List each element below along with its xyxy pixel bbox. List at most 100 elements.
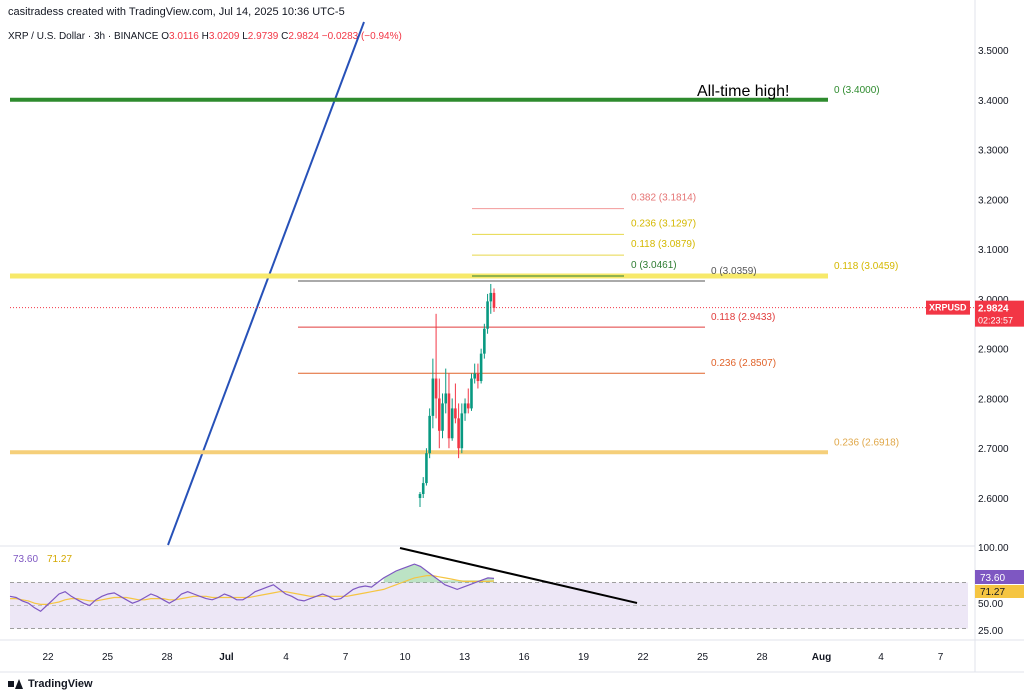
candle <box>483 323 486 359</box>
high-value: 3.0209 <box>208 31 240 42</box>
candle-body <box>489 292 493 302</box>
high-label: H <box>201 31 209 42</box>
price-tick-label: 3.4000 <box>978 96 1009 107</box>
price-tick-label: 3.0000 <box>978 295 1009 306</box>
price-tick-label: 2.9000 <box>978 345 1009 356</box>
open-value: 3.0116 <box>168 31 199 42</box>
rsi-overbought-fill <box>383 564 494 583</box>
open-label: O <box>161 31 169 42</box>
support-level-label: 0.236 (2.6918) <box>834 437 899 448</box>
time-tick-label: 22 <box>637 652 649 663</box>
symbol-name: XRP / U.S. Dollar · 3h · BINANCE <box>8 31 159 42</box>
close-label: C <box>281 31 289 42</box>
time-tick-label: 4 <box>283 652 289 663</box>
candle-body <box>447 393 451 439</box>
fib-extension-label-0382: 0.382 (3.1814) <box>631 193 696 204</box>
time-tick-label: Jul <box>219 652 234 663</box>
ath-level-label: 0 (3.4000) <box>834 85 880 96</box>
rsi-axis-tick-50: 50.00 <box>978 599 1003 610</box>
time-tick-label: 10 <box>399 652 411 663</box>
low-label: L <box>242 31 248 42</box>
close-value: 2.9824 <box>288 31 319 42</box>
candle <box>476 363 480 389</box>
candle <box>489 283 493 314</box>
price-tick-label: 3.5000 <box>978 46 1009 57</box>
candle-body <box>457 418 460 449</box>
rsi-divergence-trendline[interactable] <box>399 547 638 604</box>
price-tick-label: 2.7000 <box>978 444 1009 455</box>
candle <box>425 448 428 486</box>
tradingview-logo-text: TradingView <box>28 678 93 690</box>
fib-extension-label-0236: 0.236 (3.1297) <box>631 218 696 229</box>
candle-body <box>441 403 444 431</box>
candle-body <box>421 483 425 495</box>
candle <box>454 383 457 424</box>
candle <box>447 373 451 449</box>
candle <box>450 398 454 441</box>
time-tick-label: 4 <box>878 652 884 663</box>
price-tick-label: 3.3000 <box>978 146 1009 157</box>
time-tick-label: 19 <box>578 652 590 663</box>
rsi-ma-badge <box>975 585 1024 598</box>
fib-retracement-label-0236: 0.236 (2.8507) <box>711 358 776 369</box>
candle-body <box>428 415 431 454</box>
candle <box>473 363 476 384</box>
candle <box>463 398 467 421</box>
candle-body <box>460 413 464 449</box>
rsi-value-badge <box>975 570 1024 584</box>
fib-extension-label-0: 0 (3.0461) <box>631 260 677 271</box>
time-tick-label: 25 <box>697 652 709 663</box>
time-axis[interactable]: 22 25 28 Jul 4 7 10 13 16 19 22 25 28 Aug 4 7 <box>42 652 943 663</box>
rsi-ma-line <box>10 574 495 606</box>
change-value: −0.0283 (−0.94%) <box>321 31 402 42</box>
candle-body <box>470 378 473 409</box>
rsi-axis-tick-25: 25.00 <box>978 626 1003 637</box>
candles <box>418 283 496 507</box>
resistance-level-label: 0.118 (3.0459) <box>834 261 898 272</box>
rsi-ma-label: 71.27 <box>47 554 72 565</box>
candle-body <box>463 403 467 414</box>
fib-retracement-label-0118: 0.118 (2.9433) <box>711 312 775 323</box>
candle <box>492 288 496 312</box>
time-tick-label: 25 <box>102 652 114 663</box>
candle-body <box>418 494 422 498</box>
candle-body <box>486 301 489 329</box>
candle <box>486 293 489 334</box>
fib-extension-label-0118: 0.118 (3.0879) <box>631 239 695 250</box>
candle-body <box>431 378 435 416</box>
time-tick-label: 28 <box>756 652 768 663</box>
candle-countdown-text: 02:23:57 <box>978 316 1013 326</box>
candle-body <box>438 398 441 431</box>
candle <box>441 393 444 439</box>
candle <box>444 368 448 414</box>
candle-body <box>473 373 476 379</box>
candle <box>428 408 431 459</box>
low-value: 2.9739 <box>247 31 279 42</box>
time-tick-label: 22 <box>42 652 54 663</box>
candle <box>418 492 422 507</box>
ath-annotation: All-time high! <box>697 83 789 100</box>
candle-body <box>454 408 457 419</box>
time-tick-label: 16 <box>518 652 530 663</box>
candle <box>460 403 464 454</box>
candle-body <box>450 408 454 439</box>
fib-retracement-label-0: 0 (3.0359) <box>711 266 757 277</box>
ascending-trendline[interactable] <box>167 21 365 546</box>
candle <box>431 358 435 429</box>
price-tick-label: 3.2000 <box>978 195 1009 206</box>
candle-body <box>492 292 496 308</box>
price-tick-label: 2.8000 <box>978 394 1009 405</box>
chart-credit: casitradess created with TradingView.com… <box>8 6 345 18</box>
time-tick-label: 28 <box>161 652 173 663</box>
price-axis[interactable]: 3.5000 3.4000 3.3000 3.2000 3.1000 3.0000 2.90… <box>978 46 1009 505</box>
rsi-axis-tick-100: 100.00 <box>978 543 1009 554</box>
time-tick-label: 7 <box>343 652 349 663</box>
candle <box>421 477 425 498</box>
current-price-badge <box>975 300 1024 327</box>
candle <box>434 313 438 419</box>
current-symbol-text: XRPUSD <box>929 303 967 313</box>
candle-body <box>434 378 438 399</box>
price-tick-label: 3.1000 <box>978 245 1009 256</box>
tradingview-logo[interactable]: TradingView <box>8 678 93 690</box>
